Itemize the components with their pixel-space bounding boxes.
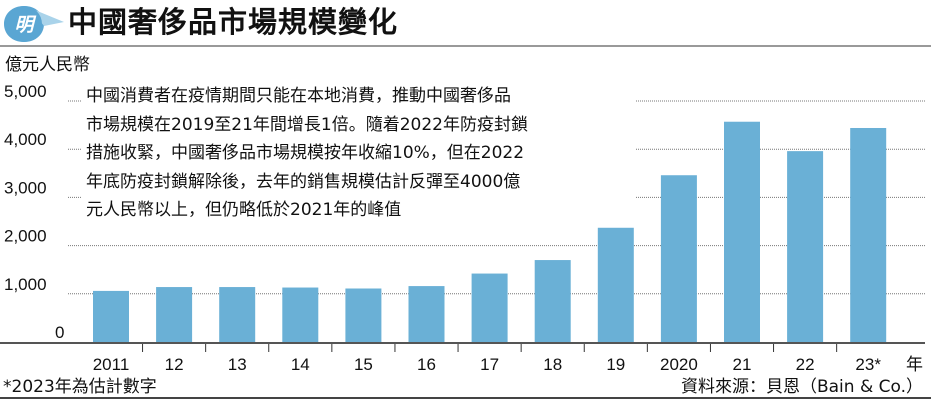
x-tick-label: 2020	[660, 355, 698, 374]
y-tick-label: 2,000	[4, 227, 47, 246]
logo-text: 明	[14, 14, 36, 36]
bar	[282, 287, 319, 342]
bar	[156, 287, 193, 342]
bar	[471, 273, 508, 342]
source-note: 資料來源：貝恩（Bain & Co.）	[680, 377, 923, 397]
bottom-rule	[0, 397, 931, 399]
annotation-line: 中國消費者在疫情期間只能在本地消費，推動中國奢侈品	[86, 86, 511, 106]
x-tick-label: 18	[543, 355, 562, 374]
bar	[660, 175, 697, 342]
bar	[219, 287, 256, 342]
x-tick-label: 17	[480, 355, 499, 374]
x-axis-label: 年	[906, 355, 923, 375]
x-tick-label: 19	[606, 355, 625, 374]
bar	[850, 127, 887, 342]
bar	[597, 227, 634, 342]
x-tick-label: 22	[796, 355, 815, 374]
x-tick-label: 2011	[93, 355, 130, 374]
bar	[787, 151, 824, 342]
annotation-line: 措施收緊，中國奢侈品市場規模按年收縮10%，但在2022	[86, 143, 525, 163]
x-tick-label: 12	[165, 355, 184, 374]
annotation-line: 市場規模在2019至21年間增長1倍。隨着2022年防疫封鎖	[86, 114, 528, 135]
x-tick-label: 16	[417, 355, 436, 374]
y-tick-label: 1,000	[4, 275, 47, 294]
chart-title: 中國奢侈品市場規模變化	[68, 5, 399, 39]
x-tick-label: 14	[291, 355, 310, 374]
y-tick-label: 0	[55, 323, 64, 342]
annotation-line: 元人民幣以上，但仍略低於2021年的峰值	[86, 200, 402, 220]
y-tick-label: 3,000	[4, 178, 47, 197]
bar	[345, 288, 382, 342]
bar	[534, 260, 571, 342]
annotation-line: 年底防疫封鎖解除後，去年的銷售規模估計反彈至4000億	[86, 171, 521, 192]
x-tick-label: 15	[354, 355, 373, 374]
bar	[93, 290, 129, 342]
y-tick-label: 4,000	[4, 130, 47, 149]
x-tick-label: 23*	[855, 355, 881, 374]
title-divider	[0, 45, 931, 47]
bar	[724, 121, 760, 342]
x-tick-label: 13	[228, 355, 247, 374]
newspaper-logo: 明	[4, 6, 64, 42]
y-tick-label: 5,000	[4, 82, 47, 101]
y-axis-unit: 億元人民幣	[5, 55, 90, 75]
x-tick-label: 21	[733, 355, 752, 374]
annotation-box: 中國消費者在疫情期間只能在本地消費，推動中國奢侈品 市場規模在2019至21年間…	[82, 82, 635, 225]
estimate-note: *2023年為估計數字	[3, 377, 157, 397]
bar	[408, 286, 445, 342]
